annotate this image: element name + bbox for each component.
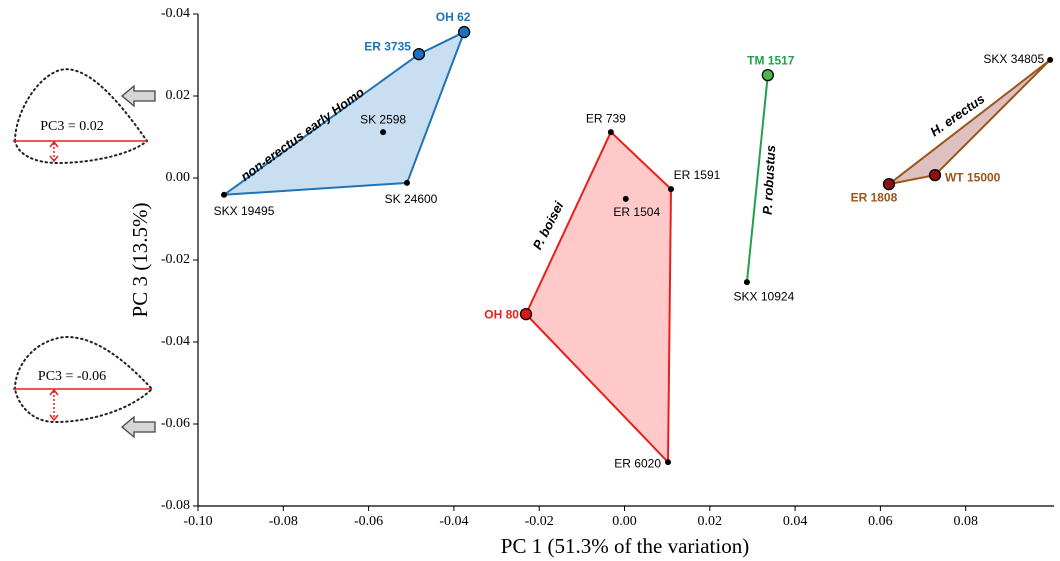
x-tick-label: 0.06 bbox=[868, 514, 893, 529]
chart: PC3 = 0.02 PC3 = -0.06 PC 1 (51.3% of th… bbox=[0, 0, 1060, 561]
point-label: OH 80 bbox=[484, 307, 519, 321]
data-point bbox=[404, 180, 410, 186]
data-point bbox=[623, 196, 629, 202]
data-point bbox=[380, 129, 386, 135]
x-tick-label: 0.00 bbox=[612, 514, 637, 529]
point-label: SK 24600 bbox=[385, 192, 438, 206]
x-axis-title: PC 1 (51.3% of the variation) bbox=[501, 534, 749, 558]
y-tick-label: 0.00 bbox=[166, 170, 191, 185]
x-tick-label: -0.02 bbox=[525, 514, 554, 529]
arrow-lower bbox=[122, 417, 155, 437]
x-tick-label: 0.04 bbox=[783, 514, 808, 529]
x-tick-label: 0.08 bbox=[953, 514, 978, 529]
point-label: SK 2598 bbox=[360, 112, 406, 126]
group-hull bbox=[526, 132, 671, 462]
point-label: ER 1591 bbox=[674, 168, 721, 182]
data-point bbox=[883, 179, 894, 190]
data-point bbox=[668, 186, 674, 192]
data-point bbox=[744, 279, 750, 285]
data-point bbox=[459, 27, 470, 38]
point-label: SKX 34805 bbox=[983, 52, 1044, 66]
data-point bbox=[665, 459, 671, 465]
point-label: ER 6020 bbox=[614, 456, 661, 470]
data-point bbox=[520, 309, 531, 320]
point-label: ER 3735 bbox=[364, 39, 411, 53]
outline-upper bbox=[15, 69, 147, 163]
annotation: PC3 = 0.02 bbox=[40, 119, 104, 134]
x-tick-label: -0.08 bbox=[269, 514, 298, 529]
point-label: SKX 19495 bbox=[214, 204, 275, 218]
point-label: WT 15000 bbox=[945, 170, 1001, 184]
x-tick-label: 0.02 bbox=[698, 514, 723, 529]
x-tick-label: -0.04 bbox=[439, 514, 468, 529]
y-tick-label: -0.02 bbox=[161, 252, 190, 267]
point-label: SKX 10924 bbox=[734, 289, 795, 303]
x-tick-label: -0.10 bbox=[183, 514, 212, 529]
point-label: ER 739 bbox=[586, 111, 626, 125]
y-tick-label: -0.04 bbox=[161, 334, 190, 349]
data-point bbox=[608, 129, 614, 135]
group-hull bbox=[889, 60, 1050, 184]
y-tick-label: 0.02 bbox=[166, 88, 191, 103]
point-label: ER 1808 bbox=[851, 190, 898, 204]
data-point bbox=[221, 192, 227, 198]
y-axis-title: PC 3 (13.5%) bbox=[128, 203, 152, 318]
point-label: TM 1517 bbox=[747, 53, 795, 67]
y-tick-label: -0.06 bbox=[161, 416, 190, 431]
data-point bbox=[762, 70, 773, 81]
group-label: P. robustus bbox=[760, 145, 779, 216]
data-point bbox=[929, 170, 940, 181]
data-point bbox=[413, 49, 424, 60]
point-label: OH 62 bbox=[436, 10, 471, 24]
y-tick-label: -0.08 bbox=[161, 498, 190, 513]
annotation: PC3 = -0.06 bbox=[38, 369, 106, 384]
point-label: ER 1504 bbox=[613, 205, 660, 219]
arrow-upper bbox=[122, 86, 155, 106]
x-tick-label: -0.06 bbox=[354, 514, 383, 529]
y-tick-label: -0.04 bbox=[161, 6, 190, 21]
data-point bbox=[1047, 57, 1053, 63]
